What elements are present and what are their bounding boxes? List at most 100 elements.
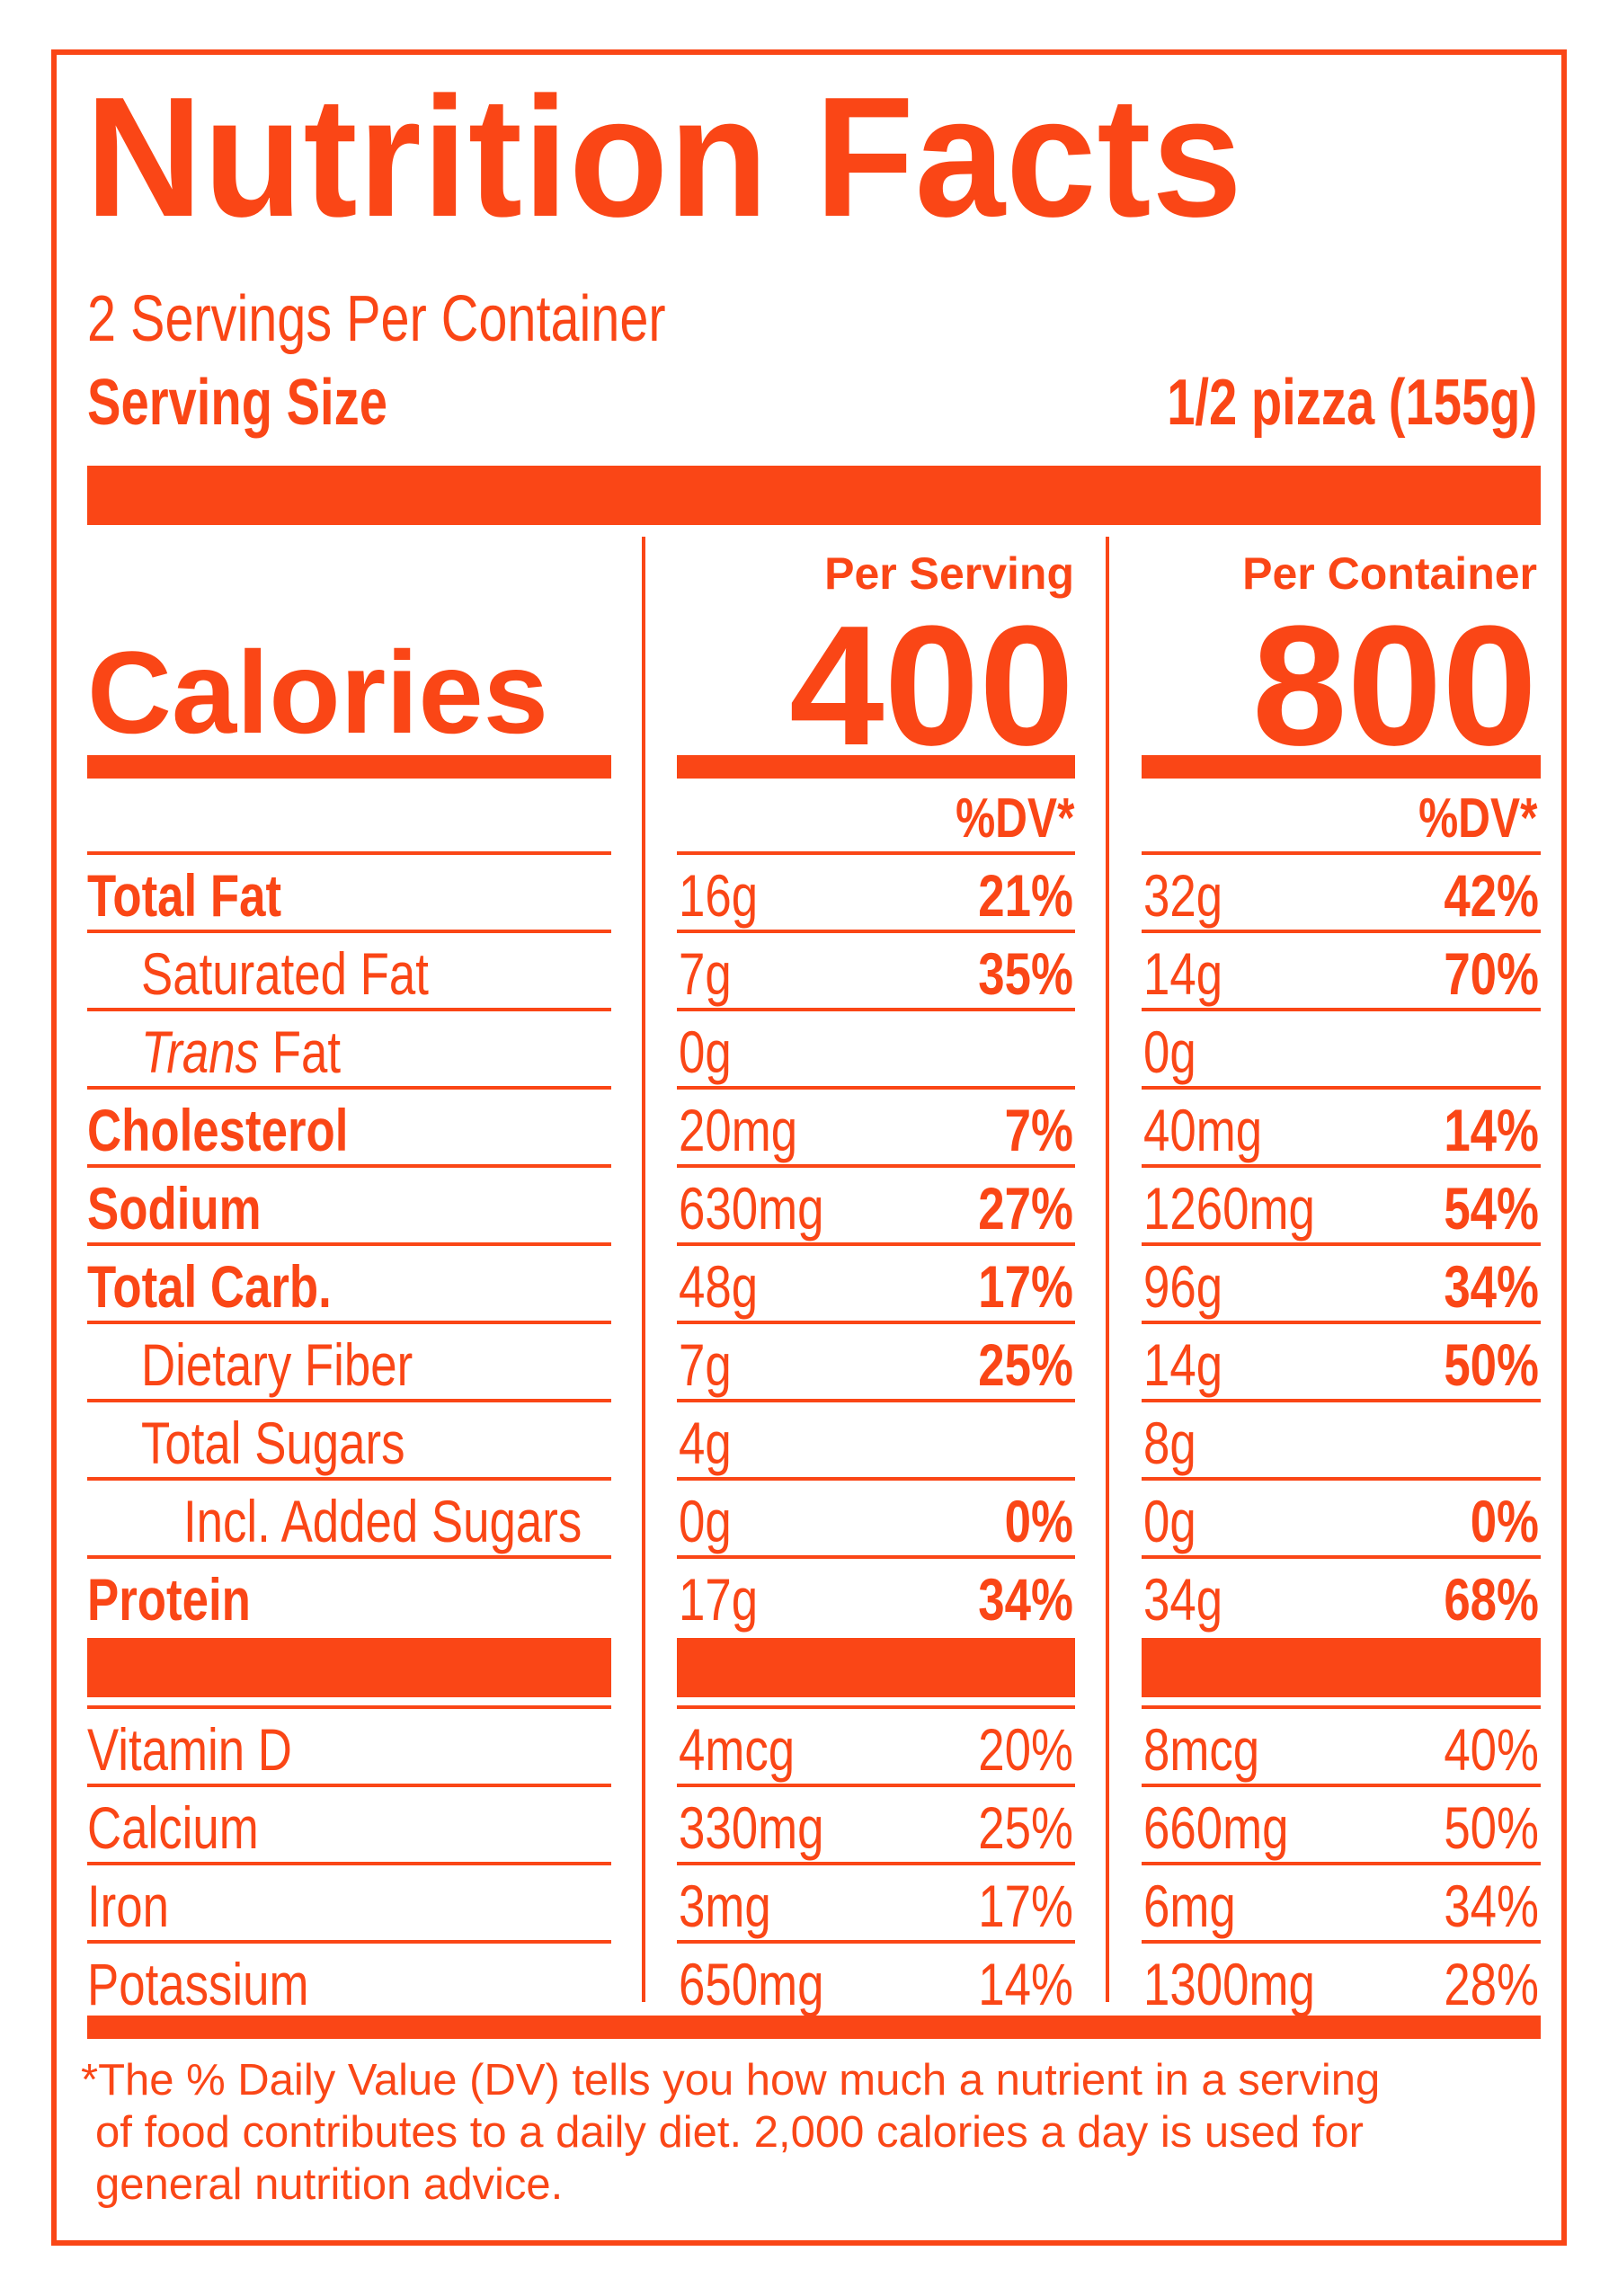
row-rule-serving: [677, 1784, 1075, 1787]
nutrient-label: Iron: [87, 1873, 169, 1939]
dv-header-container: %DV*: [1418, 788, 1537, 850]
row-rule-container: [1142, 1784, 1541, 1787]
row-rule-container: [1142, 1705, 1541, 1709]
row-rule-container: [1142, 1862, 1541, 1865]
serving-dv: [756, 1404, 1073, 1482]
container-amount: 8mcg: [1143, 1716, 1260, 1783]
row-rule-container: [1142, 1086, 1541, 1090]
row-rule-serving: [677, 1555, 1075, 1559]
nutrient-row: Incl. Added Sugars 0g 0% 0g 0%: [0, 1482, 1618, 1560]
container-dv: 68%: [1444, 1566, 1539, 1633]
vitamin-row: Potassium 650mg 14% 1300mg 28%: [0, 1945, 1618, 2023]
row-rule-container: [1142, 1321, 1541, 1324]
row-rule-container: [1142, 1555, 1541, 1559]
row-rule-label: [87, 930, 611, 933]
container-dv: [1221, 1404, 1539, 1482]
row-rule-container: [1142, 1164, 1541, 1168]
container-amount: 8g: [1143, 1410, 1196, 1476]
calories-divider-container: [1142, 755, 1541, 779]
row-rule-label: [87, 1242, 611, 1246]
serving-dv: 7%: [1004, 1097, 1073, 1163]
serving-dv: 34%: [978, 1566, 1073, 1633]
label-title: Nutrition Facts: [85, 62, 1243, 253]
nutrient-row: Trans Fat 0g 0g: [0, 1013, 1618, 1090]
row-rule-label: [87, 1784, 611, 1787]
nutrient-label: Dietary Fiber: [141, 1331, 413, 1398]
nutrient-label: Cholesterol: [87, 1097, 349, 1163]
nutrient-label: Calcium: [87, 1794, 259, 1861]
container-dv: 50%: [1444, 1794, 1539, 1861]
row-rule-label: [87, 1164, 611, 1168]
serving-amount: 0g: [679, 1019, 732, 1085]
row-rule-serving: [677, 1399, 1075, 1402]
vitamin-row: Iron 3mg 17% 6mg 34%: [0, 1867, 1618, 1944]
row-rule-label: [87, 1086, 611, 1090]
serving-amount: 20mg: [679, 1097, 798, 1163]
nutrient-label: Trans Fat: [141, 1013, 704, 1090]
bottom-divider: [87, 2016, 1541, 2039]
footnote-line-3: general nutrition advice.: [95, 2160, 564, 2209]
calories-divider-serving: [677, 755, 1075, 779]
container-amount: 14g: [1143, 940, 1223, 1007]
nutrient-label: Sodium: [87, 1175, 262, 1241]
calories-per-container: 800: [1251, 591, 1537, 781]
calories-label: Calories: [87, 627, 549, 758]
container-amount: 660mg: [1143, 1794, 1289, 1861]
row-rule-serving: [677, 1705, 1075, 1709]
thick-divider-top: [87, 466, 1541, 525]
nutrient-label: Saturated Fat: [141, 940, 429, 1007]
serving-amount: 16g: [679, 862, 759, 929]
container-dv: 34%: [1444, 1253, 1539, 1320]
serving-amount: 3mg: [679, 1873, 771, 1939]
container-amount: 0g: [1143, 1019, 1196, 1085]
row-rule-label: [87, 1940, 611, 1944]
container-amount: 40mg: [1143, 1097, 1263, 1163]
vitamin-row: Vitamin D 4mcg 20% 8mcg 40%: [0, 1711, 1618, 1788]
container-amount: 0g: [1143, 1488, 1196, 1554]
serving-amount: 17g: [679, 1566, 759, 1633]
row-rule-container: [1142, 1940, 1541, 1944]
nutrient-row: Sodium 630mg 27% 1260mg 54%: [0, 1170, 1618, 1247]
row-rule-serving: [677, 1164, 1075, 1168]
nutrient-label: Total Sugars: [141, 1410, 405, 1476]
row-rule-label: [87, 1321, 611, 1324]
container-dv: 0%: [1470, 1488, 1539, 1554]
nutrient-row: Total Carb. 48g 17% 96g 34%: [0, 1248, 1618, 1325]
nutrient-label: Potassium: [87, 1951, 309, 2017]
container-dv: 42%: [1444, 862, 1539, 929]
serving-amount: 48g: [679, 1253, 759, 1320]
per-container-header: Per Container: [1242, 548, 1537, 599]
row-rule-container: [1142, 1477, 1541, 1481]
serving-amount: 0g: [679, 1488, 732, 1554]
container-dv: 50%: [1444, 1331, 1539, 1398]
serving-dv: 14%: [978, 1951, 1073, 2017]
container-amount: 32g: [1143, 862, 1223, 929]
serving-amount: 4g: [679, 1410, 732, 1476]
nutrient-row: Cholesterol 20mg 7% 40mg 14%: [0, 1091, 1618, 1169]
row-rule-container: [1142, 930, 1541, 933]
container-amount: 14g: [1143, 1331, 1223, 1398]
serving-size-value: 1/2 pizza (155g): [1167, 367, 1537, 439]
calories-per-serving: 400: [788, 591, 1074, 781]
serving-size-label: Serving Size: [87, 367, 387, 439]
serving-dv: 21%: [978, 862, 1073, 929]
nutrient-row: Total Sugars 4g 8g: [0, 1404, 1618, 1482]
serving-amount: 7g: [679, 940, 732, 1007]
row-rule-serving: [677, 1008, 1075, 1011]
per-serving-header: Per Serving: [824, 548, 1074, 599]
container-dv: 34%: [1444, 1873, 1539, 1939]
container-amount: 96g: [1143, 1253, 1223, 1320]
row-rule-label: [87, 1477, 611, 1481]
container-amount: 1300mg: [1143, 1951, 1315, 2017]
serving-dv: 25%: [978, 1331, 1073, 1398]
nutrient-row: Dietary Fiber 7g 25% 14g 50%: [0, 1326, 1618, 1403]
nutrient-label-italic: Trans: [141, 1019, 260, 1085]
servings-per-container: 2 Servings Per Container: [87, 283, 666, 355]
column-divider-container: [1106, 537, 1109, 2002]
serving-dv: 27%: [978, 1175, 1073, 1241]
row-rule-label: [87, 1705, 611, 1709]
row-rule-serving: [677, 1940, 1075, 1944]
container-dv: 40%: [1444, 1716, 1539, 1783]
row-rule-serving: [677, 1242, 1075, 1246]
row-rule-serving: [677, 1086, 1075, 1090]
